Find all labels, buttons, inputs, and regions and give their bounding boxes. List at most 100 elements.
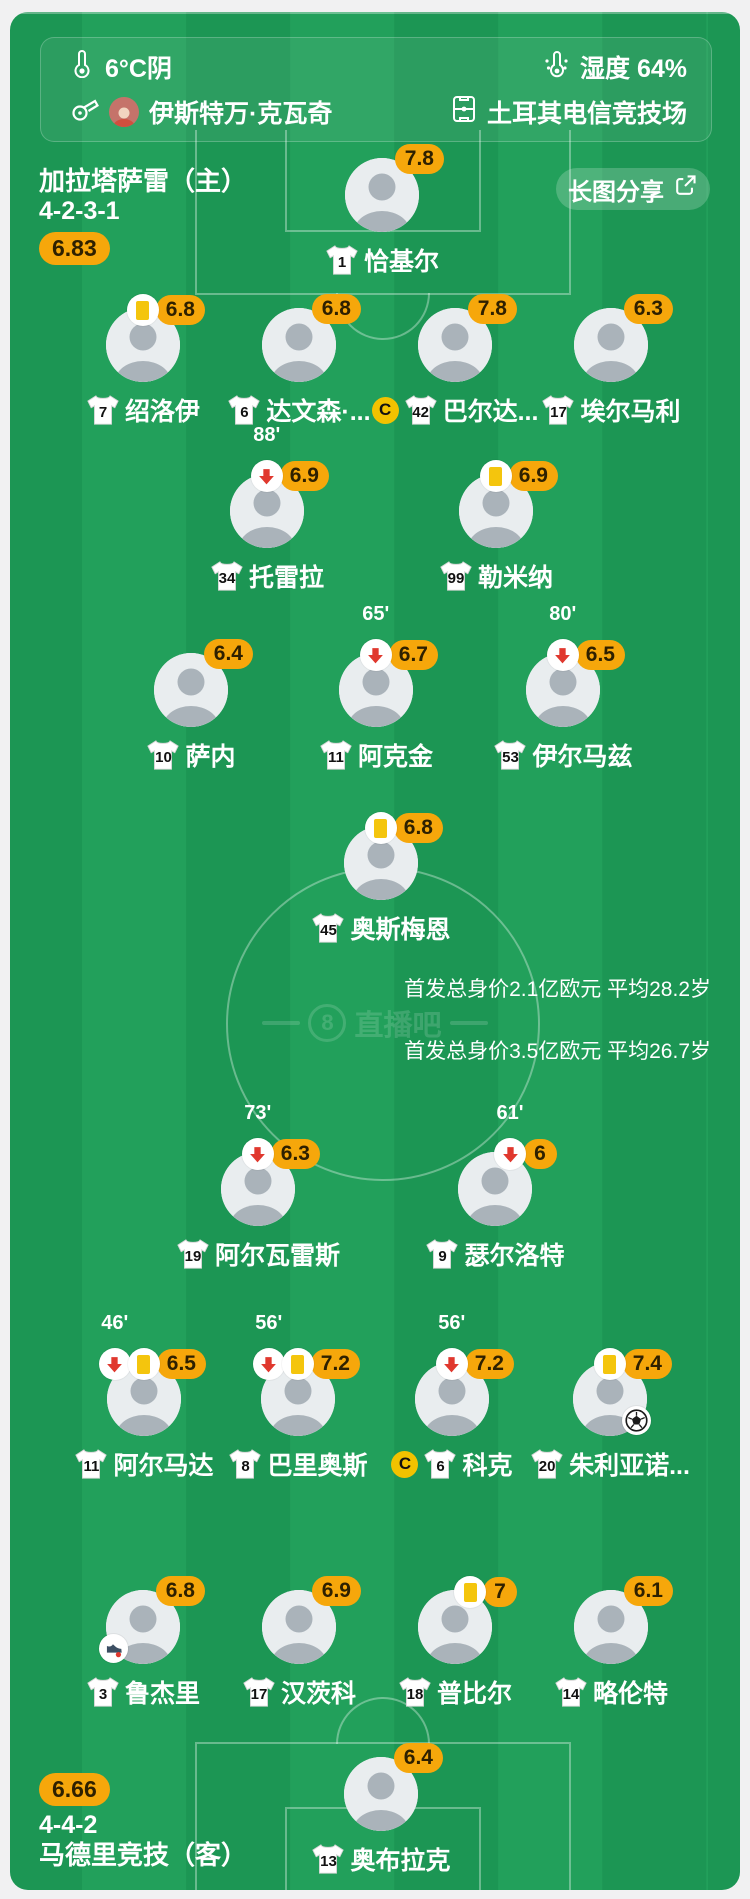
player-rating-badge: 7.8: [394, 144, 444, 174]
player-name: 萨内: [185, 743, 236, 771]
player-name-line: 7 绍洛伊: [33, 392, 253, 428]
player-rating-badge: 6.8: [155, 1576, 205, 1606]
share-button[interactable]: 长图分享: [556, 168, 710, 210]
away-team-name: 马德里竞技（客）: [39, 1840, 248, 1870]
player-name-line: 18 普比尔: [345, 1674, 565, 1710]
player-name: 朱利亚诺...: [569, 1452, 690, 1480]
player-name: 恰基尔: [363, 248, 439, 276]
yellow-card-icon: [479, 460, 512, 492]
jersey-number: 7: [98, 403, 108, 421]
player-cell[interactable]: 6.8 45 奥斯梅恩: [271, 762, 491, 978]
player-name-line: 19 阿尔瓦雷斯: [148, 1236, 368, 1272]
jersey-number-badge: 9: [425, 1238, 459, 1270]
player-cell[interactable]: 6.9 99 勒米纳: [386, 410, 606, 626]
player-cell[interactable]: 7.4 20 朱利亚诺...: [500, 1298, 720, 1514]
player-name: 阿尔马达: [113, 1452, 214, 1480]
jersey-number-badge: 99: [439, 560, 473, 592]
halfway-line: [10, 12, 740, 14]
player-cell[interactable]: 6.8 7 绍洛伊: [33, 244, 253, 460]
player-cell[interactable]: 61' 6 9 瑟尔洛特: [385, 1088, 605, 1304]
player-cell[interactable]: 7.8 1 恰基尔: [272, 94, 492, 310]
player-name-line: 11 阿尔马达: [34, 1446, 254, 1482]
jersey-number: 99: [447, 569, 465, 587]
player-name: 埃尔马利: [580, 398, 681, 426]
jersey-number-badge: 34: [210, 560, 244, 592]
player-status-cluster: 6.9: [479, 460, 558, 492]
player-status-cluster: 6.3: [623, 294, 673, 324]
watermark-text: 直播吧: [354, 1010, 442, 1042]
jersey-number-badge: 7: [86, 394, 120, 426]
player-name-line: 34 托雷拉: [157, 558, 377, 594]
jersey-number-badge: 42: [404, 394, 438, 426]
substitution-minute: 88': [253, 424, 281, 446]
substitution-off-icon: 65': [359, 603, 392, 671]
player-rating-badge: 6.8: [155, 295, 205, 325]
away-team-block: 6.66 4-4-2 马德里竞技（客）: [39, 1773, 247, 1870]
player-cell[interactable]: 65' 6.7 11 阿克金: [266, 589, 486, 805]
away-formation: 4-4-2: [39, 1811, 98, 1839]
player-name-line: 17 埃尔马利: [501, 392, 721, 428]
player-cell[interactable]: 6.4 10 萨内: [81, 589, 301, 805]
substitution-off-icon: 56': [252, 1312, 285, 1380]
jersey-number-badge: 6: [423, 1448, 457, 1480]
share-button-label: 长图分享: [568, 178, 664, 206]
substitution-minute: 56': [438, 1312, 466, 1334]
player-name-line: 13 奥布拉克: [271, 1841, 491, 1877]
whistle-icon: [69, 94, 99, 131]
player-name-line: 14 略伦特: [501, 1674, 721, 1710]
player-name-line: C 42 巴尔达...: [345, 392, 565, 428]
player-name-line: 3 鲁杰里: [33, 1674, 253, 1710]
substitution-off-icon: 80': [546, 603, 579, 671]
yellow-card: [291, 1354, 305, 1374]
home-value-note: 首发总身价2.1亿欧元 平均28.2岁: [404, 978, 711, 1001]
jersey-number: 17: [550, 403, 567, 421]
jersey-number-badge: 45: [311, 912, 345, 944]
humidity-group: 湿度 64%: [542, 49, 687, 85]
yellow-card: [374, 818, 388, 838]
player-status-cluster: 7: [454, 1576, 517, 1608]
player-cell[interactable]: 46' 6.5 11 阿尔马达: [34, 1298, 254, 1514]
referee-group: 伊斯特万·克瓦奇: [69, 94, 332, 131]
player-cell[interactable]: 6.8 3 鲁杰里: [33, 1526, 253, 1742]
player-cell[interactable]: 56' 7.2 8 巴里奥斯: [188, 1298, 408, 1514]
player-cell[interactable]: 6.1 14 略伦特: [501, 1526, 721, 1742]
home-avg-rating-badge: 6.83: [39, 232, 110, 265]
jersey-number: 10: [155, 748, 172, 766]
player-status-cluster: 80' 6.5: [546, 603, 625, 671]
jersey-number: 3: [98, 1685, 108, 1703]
jersey-number-badge: 13: [311, 1843, 345, 1875]
weather-text: 6°C阴: [105, 55, 172, 83]
player-cell[interactable]: 88' 6.9 34 托雷拉: [157, 410, 377, 626]
away-value-note: 首发总身价3.5亿欧元 平均26.7岁: [404, 1040, 711, 1063]
jersey-number-badge: 1: [325, 244, 359, 276]
jersey-number-badge: 3: [86, 1676, 120, 1708]
player-cell[interactable]: 7 18 普比尔: [345, 1526, 565, 1742]
player-status-cluster: 6.9: [311, 1576, 361, 1606]
substitution-off-icon: 61': [494, 1102, 526, 1170]
player-cell[interactable]: 6.8 6 达文森·...: [189, 244, 409, 460]
player-cell[interactable]: 6.4 13 奥布拉克: [271, 1693, 491, 1890]
player-status-cluster: 46' 6.5: [98, 1312, 206, 1380]
player-status-cluster: 6.1: [623, 1576, 673, 1606]
substitution-minute: 65': [362, 603, 390, 625]
substitution-off-icon: 46': [98, 1312, 131, 1380]
player-name: 奥斯梅恩: [350, 916, 451, 944]
jersey-number: 34: [218, 569, 236, 587]
yellow-card: [603, 1354, 617, 1374]
player-cell[interactable]: 80' 6.5 53 伊尔马兹: [453, 589, 673, 805]
substitution-off-icon: 88': [250, 424, 283, 492]
player-cell[interactable]: 73' 6.3 19 阿尔瓦雷斯: [148, 1088, 368, 1304]
player-status-cluster: 7.8: [467, 294, 517, 324]
player-cell[interactable]: 56' 7.2 C 6 科克: [342, 1298, 562, 1514]
player-status-cluster: 7.4: [593, 1348, 672, 1380]
jersey-number: 13: [320, 1852, 337, 1870]
jersey-number-badge: 11: [319, 739, 353, 771]
away-avg-rating-badge: 6.66: [39, 1773, 110, 1806]
yellow-card-icon: [281, 1348, 314, 1380]
watermark-dash-left: [262, 1021, 301, 1025]
player-cell[interactable]: 6.3 17 埃尔马利: [501, 244, 721, 460]
player-cell[interactable]: 7.8 C 42 巴尔达...: [345, 244, 565, 460]
jersey-number: 17: [250, 1685, 268, 1703]
yellow-card: [463, 1582, 477, 1602]
player-cell[interactable]: 6.9 17 汉茨科: [189, 1526, 409, 1742]
